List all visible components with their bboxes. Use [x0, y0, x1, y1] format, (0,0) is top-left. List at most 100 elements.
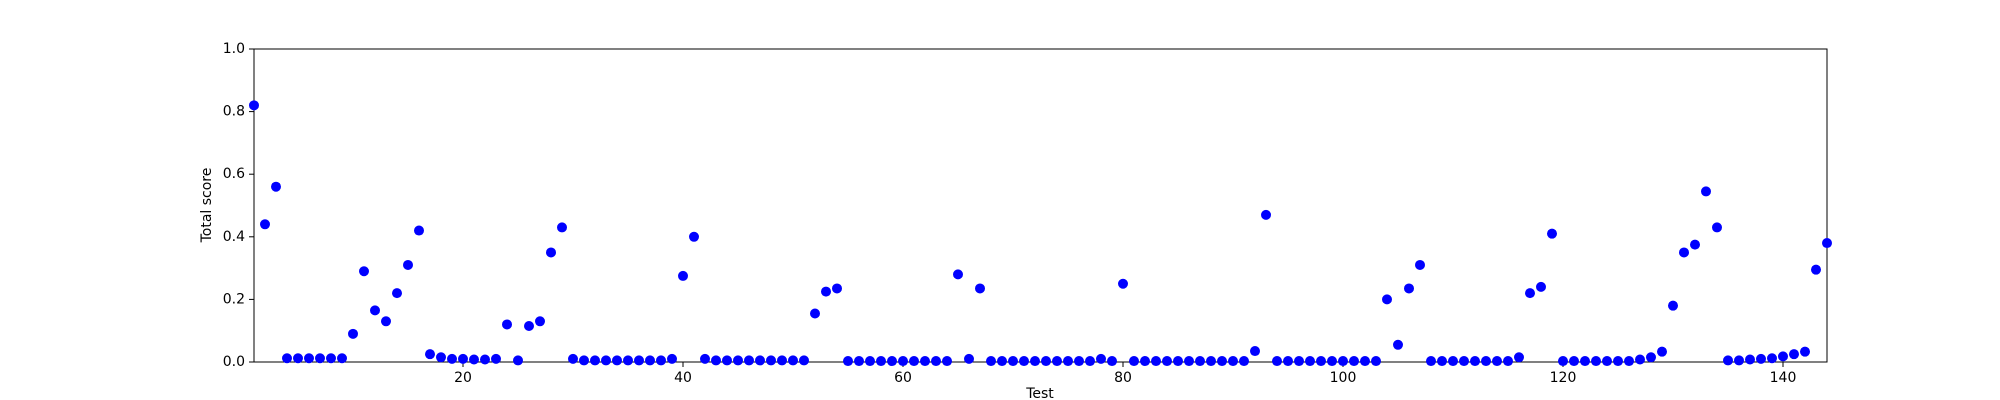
point [854, 356, 864, 367]
x-tick-label: 100 [1330, 370, 1357, 386]
point [1338, 356, 1348, 367]
point [1789, 349, 1799, 360]
x-tick-label: 20 [454, 370, 472, 386]
point [425, 349, 435, 360]
point [810, 308, 820, 319]
point [1811, 264, 1821, 275]
x-tick-label: 120 [1550, 370, 1577, 386]
point [1162, 356, 1172, 367]
point [1085, 356, 1095, 367]
point [1756, 353, 1766, 364]
point [1041, 356, 1051, 367]
point [414, 225, 424, 236]
point [348, 328, 358, 339]
point [403, 259, 413, 270]
point [986, 356, 996, 367]
point [304, 353, 314, 364]
point [513, 355, 523, 366]
point [1096, 353, 1106, 364]
point [1327, 356, 1337, 367]
point [1173, 356, 1183, 367]
point [1118, 278, 1128, 289]
point [788, 355, 798, 366]
point [634, 355, 644, 366]
x-tick-label: 140 [1770, 370, 1797, 386]
point [1393, 339, 1403, 350]
x-tick-label: 40 [674, 370, 692, 386]
point [293, 353, 303, 364]
plot-frame [253, 48, 1828, 363]
point [1107, 356, 1117, 367]
point [249, 100, 259, 111]
point [1184, 356, 1194, 367]
point [1668, 300, 1678, 311]
y-tick-label: 1.0 [223, 41, 245, 57]
point [623, 355, 633, 366]
point [1195, 356, 1205, 367]
point [1371, 356, 1381, 367]
point [1701, 186, 1711, 197]
point [359, 266, 369, 277]
point [1250, 346, 1260, 357]
point [1734, 355, 1744, 366]
point [491, 353, 501, 364]
point [392, 288, 402, 299]
point [1712, 222, 1722, 233]
point [1690, 239, 1700, 250]
point [337, 353, 347, 364]
point [1074, 356, 1084, 367]
point [1492, 356, 1502, 367]
point [1415, 259, 1425, 270]
point [700, 353, 710, 364]
y-tick-label: 0.8 [223, 104, 245, 120]
point [975, 283, 985, 294]
point [1448, 356, 1458, 367]
point [678, 270, 688, 281]
x-tick-label: 80 [1114, 370, 1132, 386]
point [1063, 356, 1073, 367]
point [436, 352, 446, 363]
point [1569, 356, 1579, 367]
point [1305, 356, 1315, 367]
point [1140, 356, 1150, 367]
point [1437, 356, 1447, 367]
point [1459, 356, 1469, 367]
point [1536, 281, 1546, 292]
point [1349, 356, 1359, 367]
point [1822, 238, 1832, 249]
point [535, 316, 545, 327]
point [1646, 352, 1656, 363]
point [766, 355, 776, 366]
point [964, 353, 974, 364]
point [370, 305, 380, 316]
point [1019, 356, 1029, 367]
point [1624, 356, 1634, 367]
point [1294, 356, 1304, 367]
point [282, 353, 292, 364]
point [315, 353, 325, 364]
point [1008, 356, 1018, 367]
point [689, 231, 699, 242]
point [744, 355, 754, 366]
point [876, 356, 886, 367]
point [1426, 356, 1436, 367]
point [1217, 356, 1227, 367]
point [645, 355, 655, 366]
point [1030, 356, 1040, 367]
point [1360, 356, 1370, 367]
point [1525, 288, 1535, 299]
point [1767, 353, 1777, 364]
point [579, 355, 589, 366]
point [832, 283, 842, 294]
point [1283, 356, 1293, 367]
point [1679, 247, 1689, 258]
point [711, 355, 721, 366]
point [1404, 283, 1414, 294]
point [1481, 356, 1491, 367]
point [931, 356, 941, 367]
point [1470, 356, 1480, 367]
point [1052, 356, 1062, 367]
point [1635, 354, 1645, 365]
point [887, 356, 897, 367]
point [1206, 356, 1216, 367]
